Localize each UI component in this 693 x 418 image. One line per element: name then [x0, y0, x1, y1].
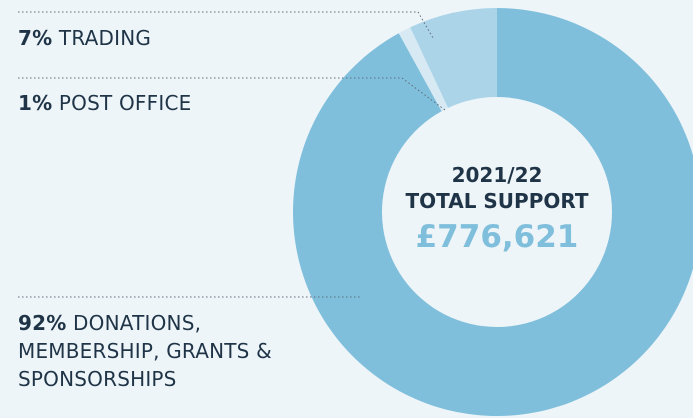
- value-label: 7%: [18, 26, 53, 50]
- center-period: 2021/22: [451, 163, 543, 187]
- leader-line: [18, 11, 434, 39]
- center-title: TOTAL SUPPORT: [405, 189, 589, 213]
- leader-line: [18, 77, 446, 111]
- center-total: £776,621: [415, 219, 579, 255]
- category-label: DONATIONS, MEMBERSHIP, GRANTS & SPONSORS…: [18, 311, 272, 391]
- category-label: POST OFFICE: [58, 91, 192, 115]
- value-label: 92%: [18, 311, 67, 335]
- donut-segment: [398, 27, 449, 112]
- segment-label: 7% TRADING: [18, 24, 280, 52]
- segment-label: 1% POST OFFICE: [18, 89, 280, 117]
- segment-label: 92% DONATIONS, MEMBERSHIP, GRANTS & SPON…: [18, 309, 280, 393]
- category-label: TRADING: [58, 26, 152, 50]
- donut-segment: [293, 8, 693, 416]
- value-label: 1%: [18, 91, 53, 115]
- donut-segment: [410, 8, 497, 108]
- leader-lines: [18, 11, 446, 298]
